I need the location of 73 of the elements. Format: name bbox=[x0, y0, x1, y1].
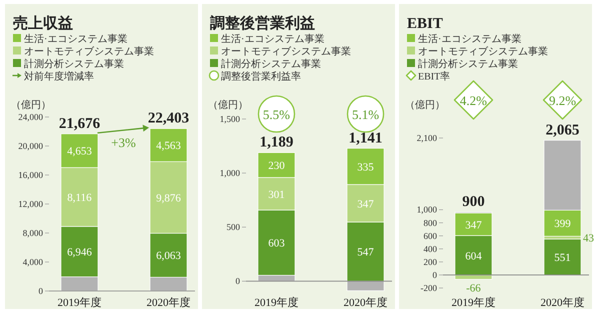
x-tick-label: 2019年度 bbox=[254, 296, 298, 309]
annotation: 5.5% bbox=[262, 107, 290, 122]
data-label: 4,653 bbox=[67, 146, 92, 158]
data-label: 43 bbox=[583, 232, 595, 245]
y-tick-label: 0 bbox=[38, 286, 44, 296]
y-tick-label: 1,000 bbox=[220, 168, 240, 178]
y-tick-label: 0 bbox=[432, 270, 438, 280]
data-label: 301 bbox=[268, 188, 285, 201]
y-axis-title: （億円） bbox=[11, 99, 51, 111]
y-tick-label: 4,000 bbox=[22, 257, 44, 267]
data-label: -66 bbox=[466, 282, 482, 294]
y-tick-label: 0 bbox=[236, 276, 240, 286]
y-tick-label: 16,000 bbox=[18, 170, 44, 180]
data-label: 6,063 bbox=[156, 250, 182, 262]
legend-label: オートモティブシステム事業 bbox=[221, 46, 351, 58]
y-tick-label: 200 bbox=[424, 256, 438, 267]
chart-title: EBIT bbox=[407, 16, 443, 32]
legend-label: 計測分析システム事業 bbox=[24, 58, 124, 70]
x-tick-label: 2019年度 bbox=[451, 296, 496, 309]
y-tick-label: 500 bbox=[226, 222, 240, 232]
y-tick-label: 8,000 bbox=[22, 228, 44, 238]
total-label: 1,189 bbox=[260, 134, 294, 151]
y-axis-title: （億円） bbox=[208, 99, 248, 111]
chart-title: 売上収益 bbox=[13, 15, 73, 32]
legend-label: 計測分析システム事業 bbox=[418, 58, 518, 70]
y-tick-label: -200 bbox=[420, 283, 438, 293]
annotation: +3% bbox=[111, 135, 136, 150]
total-label: 22,403 bbox=[148, 110, 190, 127]
text: 対前年度増減率 bbox=[24, 70, 94, 82]
data-label: 230 bbox=[268, 160, 286, 172]
text: 9.2% bbox=[548, 93, 576, 108]
total-label: 900 bbox=[462, 194, 485, 210]
bar bbox=[544, 238, 582, 276]
legend-label: 生活·エコシステム事業 bbox=[24, 33, 128, 45]
data-label: 335 bbox=[357, 161, 374, 174]
legend-label: オートモティブシステム事業 bbox=[418, 46, 548, 58]
data-label: 347 bbox=[357, 198, 374, 210]
annotation: 5.1% bbox=[352, 107, 380, 122]
y-tick-label: 600 bbox=[424, 230, 438, 241]
y-axis-title: （億円） bbox=[405, 99, 445, 111]
y-tick-label: 1,500 bbox=[220, 114, 240, 124]
y-tick-label: 2,100 bbox=[416, 133, 438, 143]
data-label: 551 bbox=[554, 252, 571, 264]
legend-label: 計測分析システム事業 bbox=[221, 58, 321, 70]
data-label: 9,876 bbox=[156, 192, 182, 204]
data-label: 604 bbox=[465, 250, 482, 262]
y-tick-label: 400 bbox=[424, 244, 438, 254]
total-label: 1,141 bbox=[348, 130, 382, 146]
total-label: 21,676 bbox=[58, 116, 101, 132]
data-label: 4,563 bbox=[156, 140, 182, 152]
data-label: 6,946 bbox=[67, 246, 92, 259]
total-label: 2,065 bbox=[546, 122, 580, 138]
x-tick-label: 2020年度 bbox=[146, 296, 191, 309]
data-label: 347 bbox=[465, 219, 482, 232]
legend-label: 生活·エコシステム事業 bbox=[221, 33, 324, 45]
text: 調整後営業利益率 bbox=[221, 70, 301, 82]
legend-label: オートモティブシステム事業 bbox=[24, 46, 154, 58]
y-tick-label: 24,000 bbox=[18, 112, 44, 122]
data-label: 547 bbox=[357, 246, 374, 259]
y-tick-label: 1,000 bbox=[416, 204, 438, 215]
x-tick-label: 2020年度 bbox=[540, 296, 585, 309]
data-label: 8,116 bbox=[67, 192, 92, 204]
y-tick-label: 20,000 bbox=[18, 141, 44, 151]
x-tick-label: 2019年度 bbox=[57, 296, 102, 309]
text: 4.2% bbox=[460, 93, 488, 108]
y-tick-label: 800 bbox=[424, 218, 438, 228]
x-tick-label: 2020年度 bbox=[344, 296, 388, 309]
y-tick-label: 12,000 bbox=[18, 199, 44, 209]
legend-label: 生活·エコシステム事業 bbox=[418, 33, 522, 45]
chart-title: 調整後営業利益 bbox=[210, 14, 315, 32]
data-label: 399 bbox=[554, 218, 572, 230]
text: EBIT率 bbox=[418, 70, 450, 82]
data-label: 603 bbox=[268, 238, 286, 250]
